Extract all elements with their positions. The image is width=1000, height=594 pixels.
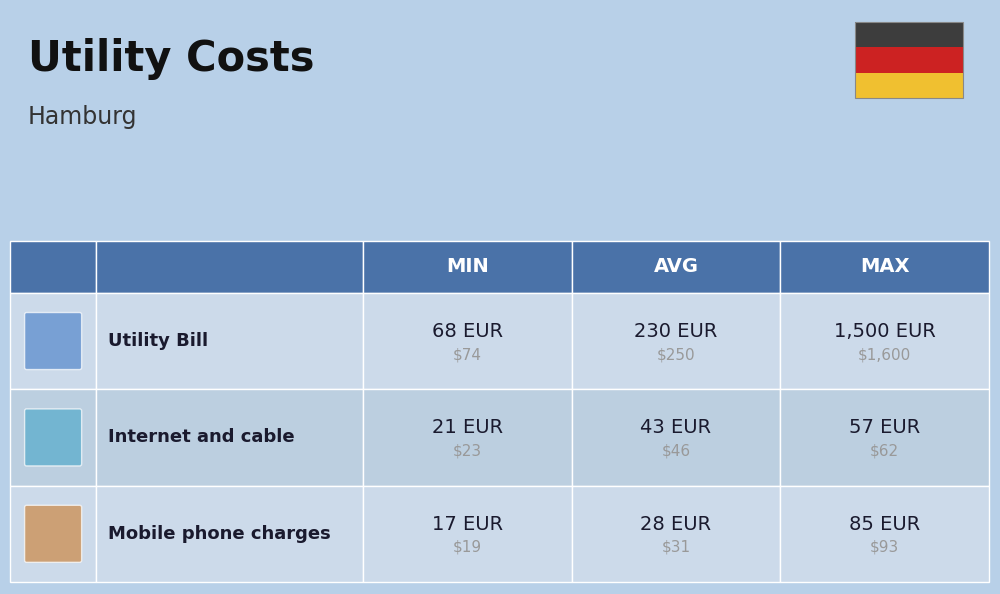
Text: 230 EUR: 230 EUR: [634, 322, 718, 341]
Bar: [780, 486, 989, 582]
FancyBboxPatch shape: [25, 409, 82, 466]
Bar: [96, 241, 363, 293]
Bar: [10, 486, 96, 582]
Bar: [10, 389, 96, 486]
Text: $19: $19: [453, 540, 482, 555]
Text: $46: $46: [661, 444, 690, 459]
Text: Utility Costs: Utility Costs: [28, 38, 314, 80]
Bar: [780, 389, 989, 486]
Text: 21 EUR: 21 EUR: [432, 418, 503, 437]
Bar: [10, 293, 96, 389]
Bar: [780, 293, 989, 389]
Bar: [363, 241, 572, 293]
Text: Internet and cable: Internet and cable: [108, 428, 295, 447]
Bar: [96, 486, 363, 582]
Text: Utility Bill: Utility Bill: [108, 332, 208, 350]
Bar: [363, 389, 572, 486]
Bar: [855, 48, 963, 72]
Text: MAX: MAX: [860, 257, 909, 276]
Text: $23: $23: [453, 444, 482, 459]
Text: Mobile phone charges: Mobile phone charges: [108, 525, 331, 543]
Text: Hamburg: Hamburg: [28, 105, 138, 129]
Bar: [855, 22, 963, 48]
Bar: [780, 241, 989, 293]
Bar: [96, 389, 363, 486]
Text: MIN: MIN: [446, 257, 489, 276]
Bar: [363, 486, 572, 582]
Text: $62: $62: [870, 444, 899, 459]
Bar: [572, 241, 780, 293]
Bar: [572, 486, 780, 582]
Text: 57 EUR: 57 EUR: [849, 418, 920, 437]
Bar: [855, 72, 963, 98]
Bar: [363, 293, 572, 389]
FancyBboxPatch shape: [25, 505, 82, 563]
Text: 68 EUR: 68 EUR: [432, 322, 503, 341]
FancyBboxPatch shape: [25, 312, 82, 369]
Text: $74: $74: [453, 347, 482, 362]
Bar: [572, 293, 780, 389]
Text: $31: $31: [661, 540, 690, 555]
Bar: [572, 389, 780, 486]
Text: $250: $250: [657, 347, 695, 362]
Text: $93: $93: [870, 540, 899, 555]
Bar: [10, 241, 96, 293]
Text: AVG: AVG: [653, 257, 698, 276]
Text: 28 EUR: 28 EUR: [640, 514, 711, 533]
Text: 17 EUR: 17 EUR: [432, 514, 503, 533]
Text: 43 EUR: 43 EUR: [640, 418, 711, 437]
Bar: [855, 22, 963, 98]
Text: $1,600: $1,600: [858, 347, 911, 362]
Bar: [96, 293, 363, 389]
Text: 1,500 EUR: 1,500 EUR: [834, 322, 936, 341]
Text: 85 EUR: 85 EUR: [849, 514, 920, 533]
